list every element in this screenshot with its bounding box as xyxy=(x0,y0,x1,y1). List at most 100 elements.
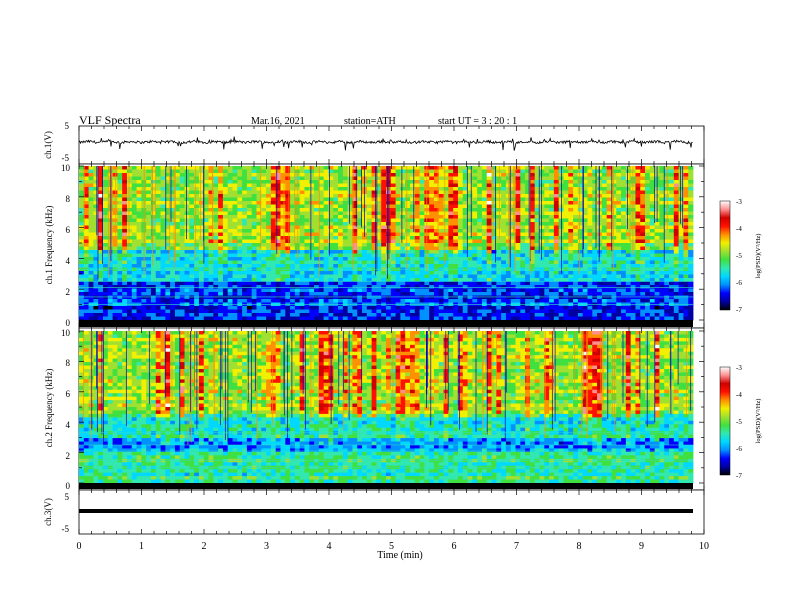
spectrogram-cell xyxy=(102,246,109,251)
spectrogram-cell xyxy=(237,197,243,202)
spectrogram-cell xyxy=(563,218,569,223)
spectrogram-cell xyxy=(649,292,656,296)
spectrogram-cell xyxy=(453,274,459,279)
spectrogram-cell xyxy=(256,246,262,251)
spectrogram-cell xyxy=(645,271,651,275)
spectrogram-cell xyxy=(165,194,171,198)
spectrogram-cell xyxy=(429,187,435,191)
spectrogram-cell xyxy=(150,236,157,240)
spectrogram-cell xyxy=(232,243,238,247)
spectrogram-cell xyxy=(194,292,200,296)
spectrogram-cell xyxy=(376,176,382,181)
spectrogram-cell xyxy=(290,187,296,191)
spectrogram-cell xyxy=(98,264,104,268)
spectrogram-cell xyxy=(366,257,373,261)
spectrogram-cell xyxy=(433,260,440,265)
spectrogram-cell xyxy=(107,299,113,303)
spectrogram-cell xyxy=(664,211,670,216)
spectrogram-cell xyxy=(79,271,85,275)
spectrogram-cell xyxy=(606,246,612,251)
spectrogram-cell xyxy=(645,201,651,205)
spectrogram-cell xyxy=(88,299,94,303)
spectrogram-cell xyxy=(165,201,171,205)
spectrogram-cell xyxy=(222,208,229,212)
spectrogram-cell xyxy=(515,271,521,275)
spectrogram-cell xyxy=(275,264,281,268)
spectrogram-cell xyxy=(568,271,574,275)
spectrogram-cell xyxy=(457,215,464,219)
spectrogram-cell xyxy=(371,285,377,289)
spectrogram-cell xyxy=(150,215,157,219)
spectrogram-cell xyxy=(179,264,185,268)
spectrogram-cell xyxy=(664,232,670,237)
spectrogram-cell xyxy=(659,169,665,174)
spectrogram-cell xyxy=(496,253,502,258)
spectrogram-cell xyxy=(299,260,305,265)
spectrogram-cell xyxy=(673,229,680,233)
spectrogram-cell xyxy=(251,250,257,254)
spectrogram-cell xyxy=(429,176,435,181)
spectrogram-cell xyxy=(395,187,401,191)
spectrogram-cell xyxy=(232,250,238,254)
spectrogram-cell xyxy=(625,288,632,293)
spectrogram-cell xyxy=(299,243,305,247)
spectrogram-cell xyxy=(155,236,161,240)
spectrogram-cell xyxy=(174,243,181,247)
spectrogram-cell xyxy=(448,225,454,230)
spectrogram-cell xyxy=(122,232,128,237)
spectrogram-cell xyxy=(544,246,550,251)
spectrogram-cell xyxy=(587,201,593,205)
figure-title: VLF Spectra xyxy=(79,113,141,127)
spectrogram-cell xyxy=(606,229,612,233)
spectrogram-cell xyxy=(294,274,301,279)
spectrogram-cell xyxy=(592,208,598,212)
spectrogram-cell xyxy=(194,215,200,219)
spectrogram-cell xyxy=(102,281,109,286)
spectrogram-cell xyxy=(491,292,497,296)
spectrogram-cell xyxy=(654,246,660,251)
spectrogram-cell xyxy=(102,257,109,261)
spectrogram-cell xyxy=(285,215,291,219)
spectrogram-cell xyxy=(323,176,329,181)
spectrogram-cell xyxy=(587,250,593,254)
spectrogram-cell xyxy=(496,169,502,174)
spectrogram-cell xyxy=(160,187,166,191)
spectrogram-cell xyxy=(525,173,531,177)
spectrogram-cell xyxy=(640,236,646,240)
spectrogram-cell xyxy=(539,208,545,212)
spectrogram-cell xyxy=(433,176,440,181)
spectrogram-cell xyxy=(237,208,243,212)
spectrogram-cell xyxy=(592,218,598,223)
spectrogram-cell xyxy=(573,285,579,289)
spectrogram-cell xyxy=(107,278,113,282)
spectrogram-cell xyxy=(117,204,123,209)
spectrogram-cell xyxy=(481,243,488,247)
spectrogram-cell xyxy=(429,218,435,223)
spectrogram-cell xyxy=(251,295,257,300)
spectrogram-cell xyxy=(126,285,133,289)
spectrogram-cell xyxy=(563,292,569,296)
spectrogram-cell xyxy=(328,218,334,223)
spectrogram-cell xyxy=(242,166,248,170)
spectrogram-cell xyxy=(534,215,540,219)
spectrogram-cell xyxy=(669,190,675,195)
spectrogram-cell xyxy=(405,222,411,226)
spectrogram-cell xyxy=(472,264,478,268)
spectrogram-cell xyxy=(136,201,142,205)
spectrogram-cell xyxy=(194,257,200,261)
spectrogram-cell xyxy=(457,187,464,191)
spectrogram-cell xyxy=(122,204,128,209)
spectrogram-cell xyxy=(496,176,502,181)
spectrogram-cell xyxy=(611,281,617,286)
spectrogram-cell xyxy=(549,260,555,265)
spectrogram-cell xyxy=(443,281,449,286)
spectrogram-cell xyxy=(515,197,521,202)
spectrogram-cell xyxy=(409,218,416,223)
spectrogram-cell xyxy=(405,229,411,233)
spectrogram-cell xyxy=(328,285,334,289)
spectrogram-cell xyxy=(467,264,473,268)
spectrogram-cell xyxy=(381,232,387,237)
spectrogram-cell xyxy=(309,169,315,174)
spectrogram-cell xyxy=(299,218,305,223)
spectrogram-cell xyxy=(117,225,123,230)
